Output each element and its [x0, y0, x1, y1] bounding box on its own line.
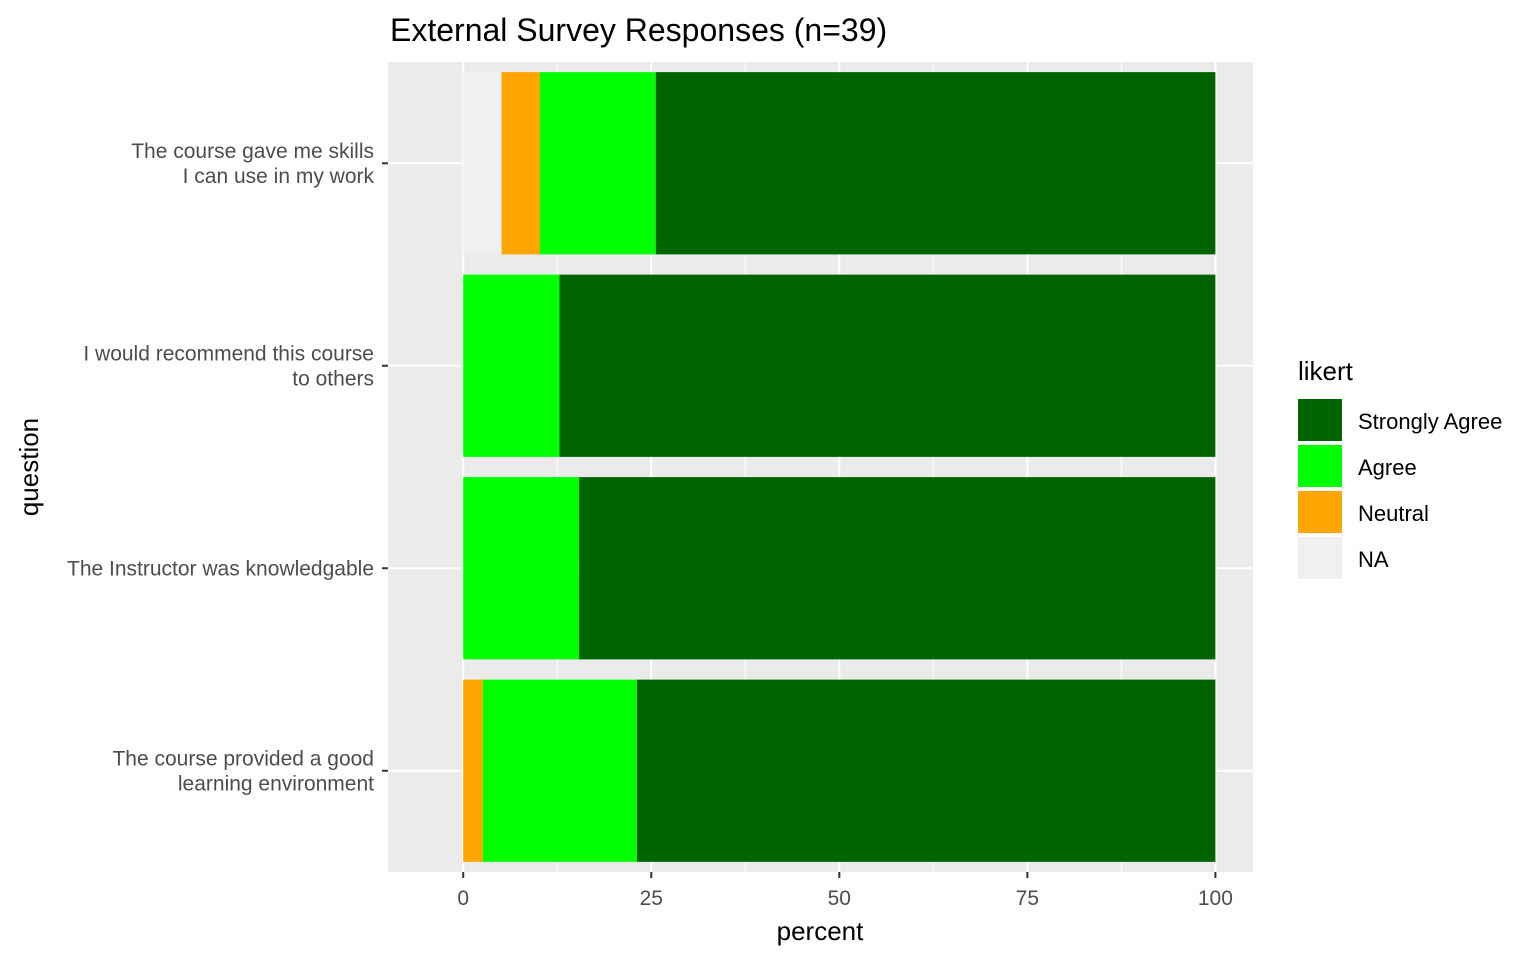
x-tick-label: 50	[828, 887, 851, 910]
bar-neutral	[501, 72, 540, 255]
bar-strongly-agree	[636, 679, 1216, 862]
legend-key-agree	[1298, 445, 1342, 487]
y-tick-label: to others	[292, 367, 374, 390]
x-tick-label: 25	[640, 887, 663, 910]
legend-label: Strongly Agree	[1358, 409, 1502, 434]
y-tick-label: The course provided a good	[112, 747, 374, 770]
legend-key-neutral	[1298, 491, 1342, 533]
legend-title: likert	[1298, 356, 1354, 386]
legend-label: NA	[1358, 547, 1389, 572]
bar-neutral	[463, 679, 483, 862]
y-tick-label: I would recommend this course	[83, 342, 374, 365]
x-tick-label: 0	[457, 887, 469, 910]
bar-na	[463, 72, 502, 255]
bar-agree	[482, 679, 637, 862]
bar-agree	[463, 477, 580, 660]
y-tick-label: I can use in my work	[183, 165, 375, 188]
legend-label: Agree	[1358, 455, 1417, 480]
legend: likert Strongly Agree Agree Neutral NA	[1298, 356, 1502, 579]
legend-key-strongly-agree	[1298, 399, 1342, 441]
bar-strongly-agree	[559, 274, 1216, 457]
bar-agree	[463, 274, 560, 457]
y-axis-title: question	[14, 418, 44, 516]
x-tick-label: 100	[1198, 887, 1233, 910]
bar-agree	[539, 72, 656, 255]
x-tick-label: 75	[1016, 887, 1039, 910]
legend-key-na	[1298, 537, 1342, 579]
legend-label: Neutral	[1358, 501, 1429, 526]
bars-group	[463, 72, 1216, 862]
x-axis-title: percent	[777, 916, 864, 946]
chart-title: External Survey Responses (n=39)	[390, 12, 887, 48]
y-tick-label: learning environment	[178, 772, 374, 795]
x-axis: 0 25 50 75 100	[457, 872, 1233, 910]
y-tick-label: The Instructor was knowledgable	[67, 557, 374, 580]
y-tick-label: The course gave me skills	[131, 140, 374, 163]
bar-strongly-agree	[655, 72, 1216, 255]
bar-strongly-agree	[579, 477, 1216, 660]
